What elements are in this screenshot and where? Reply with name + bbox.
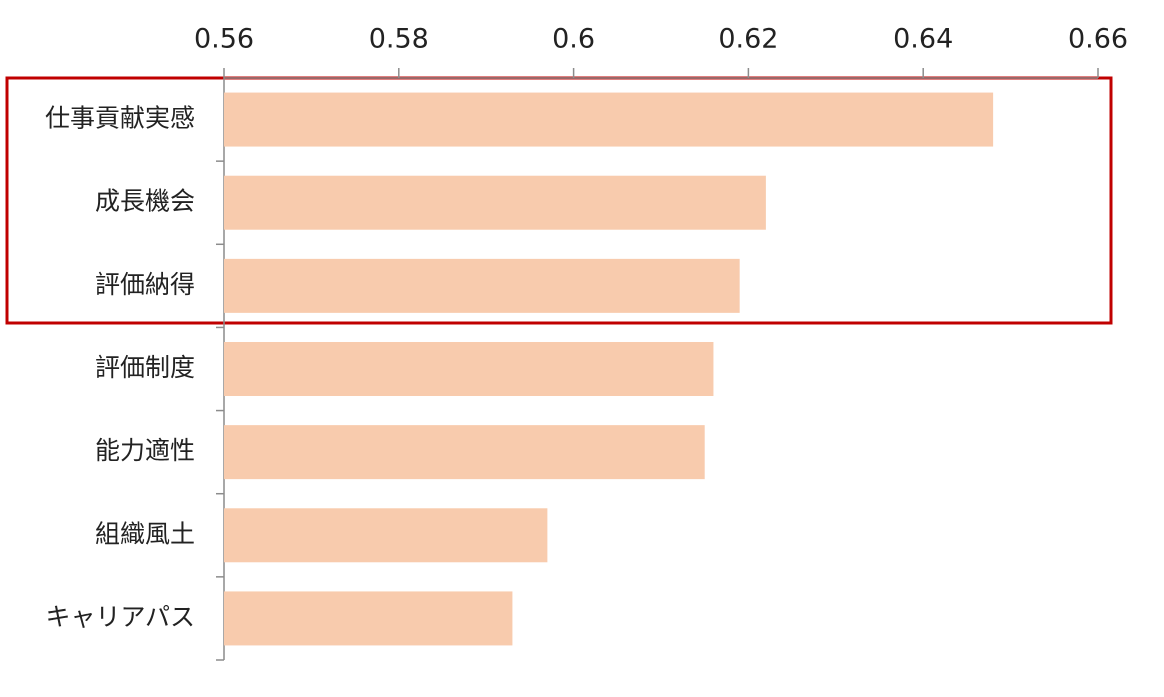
category-label: 組織風土 [95, 519, 195, 548]
bar [224, 508, 548, 563]
bar [224, 425, 705, 480]
category-label: 仕事貢献実感 [45, 104, 195, 133]
category-label: キャリアパス [45, 602, 195, 631]
category-label: 能力適性 [95, 436, 195, 465]
x-tick-label: 0.56 [194, 24, 254, 55]
bar [224, 258, 740, 313]
x-tick-label: 0.64 [893, 24, 953, 55]
bar [224, 342, 714, 396]
bar [224, 591, 513, 646]
category-label: 成長機会 [95, 187, 195, 216]
bar [224, 175, 766, 230]
category-label: 評価納得 [95, 270, 195, 299]
category-label: 評価制度 [95, 353, 195, 382]
bar [224, 92, 994, 147]
x-tick-label: 0.62 [718, 24, 778, 55]
x-tick-label: 0.58 [369, 24, 429, 55]
x-tick-label: 0.6 [552, 24, 595, 55]
x-tick-label: 0.66 [1068, 24, 1128, 55]
